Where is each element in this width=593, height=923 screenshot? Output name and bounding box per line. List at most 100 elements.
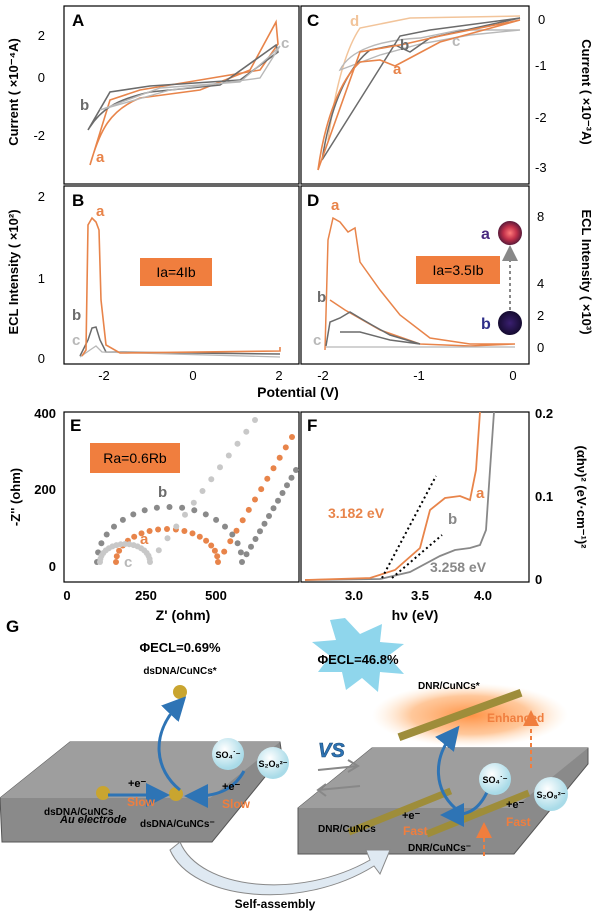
point-c — [122, 541, 128, 547]
point-b — [222, 523, 228, 530]
point-a — [252, 496, 258, 503]
badge-d — [416, 256, 500, 284]
point-a — [245, 506, 252, 513]
panel-a-letter: A — [72, 11, 84, 30]
ytick: 2 — [38, 28, 45, 43]
s2o8-left: S₂O₈²⁻ — [259, 759, 288, 769]
panel-b-xticks: -2 0 2 — [98, 368, 282, 383]
point-c — [190, 499, 197, 506]
panel-c-ylabel: Current ( ×10⁻³A) — [579, 39, 593, 144]
xtick: 0 — [63, 588, 70, 603]
xtick: 3.0 — [345, 588, 363, 603]
curve-b-cv — [321, 17, 521, 161]
point-b — [202, 511, 209, 518]
point-a — [282, 444, 289, 451]
self-assembly: Self-assembly — [235, 897, 316, 911]
phi-left: ΦECL=0.69% — [139, 640, 221, 655]
starburst — [312, 618, 404, 692]
panel-e-yticks: 400 200 0 — [34, 406, 56, 574]
xtick: -2 — [98, 368, 110, 383]
slow-2: Slow — [222, 797, 251, 811]
point-a — [239, 517, 246, 524]
point-a — [131, 533, 138, 540]
electrode-label: Au electrode — [59, 814, 127, 826]
point-c — [208, 476, 215, 483]
ytick: 0 — [538, 12, 545, 27]
xtick: 3.5 — [411, 588, 429, 603]
point-b — [179, 504, 186, 511]
label-c: c — [281, 35, 289, 52]
phi-right: ΦECL=46.8% — [317, 652, 399, 667]
ytick: 2 — [38, 189, 45, 204]
point-b — [141, 507, 148, 514]
curve-b-cv — [87, 43, 279, 131]
s2o8-bubble-right — [534, 777, 568, 811]
curve-a-cv — [89, 19, 279, 166]
ytick: 0.2 — [535, 406, 553, 421]
eg-a: 3.182 eV — [328, 505, 385, 521]
point-b — [284, 482, 290, 489]
xtick: 4.0 — [474, 588, 492, 603]
point-b — [111, 523, 117, 530]
panel-d: D 8 4 2 0 -2 -1 0 ECL Intensity ( ×10³) … — [300, 185, 593, 383]
panel-f-yticks: 0.2 0.1 0 — [535, 406, 553, 587]
ytick: -3 — [535, 160, 547, 175]
point-b — [213, 516, 220, 523]
panel-f-ylabel: (αhν)² (eV·cm⁻¹)² — [574, 446, 589, 550]
ytick: 0 — [38, 70, 45, 85]
ytick: -2 — [33, 128, 45, 143]
panel-e-letter: E — [70, 416, 81, 435]
point-a — [214, 553, 221, 560]
point-c — [147, 559, 153, 565]
point-b — [191, 507, 198, 514]
point-c — [252, 417, 258, 423]
ytick: 0 — [537, 340, 544, 355]
panel-g-scheme: G Au electrode DNR/CuNCs* dsDNA/CuNCs* d… — [0, 617, 589, 911]
panel-c-letter: C — [307, 11, 319, 30]
point-a — [146, 528, 153, 534]
point-a — [138, 530, 145, 537]
panel-b: B 0 1 2 -2 0 2 ECL Intensity ( ×10²) a b… — [6, 185, 300, 383]
curve-b-abs — [304, 411, 495, 581]
point-a — [208, 542, 215, 549]
ytick: 0 — [535, 572, 542, 587]
fast-1: Fast — [403, 824, 428, 838]
point-a — [227, 538, 234, 545]
point-a — [215, 559, 221, 565]
point-b — [103, 531, 110, 538]
ytick: 400 — [34, 406, 56, 421]
label-a: a — [393, 61, 402, 78]
label-b: b — [80, 97, 89, 114]
ytick: 200 — [34, 482, 56, 497]
point-b — [243, 551, 250, 558]
label-b: b — [448, 511, 457, 528]
point-c — [155, 547, 162, 554]
panel-a-ylabel: Current ( ×10⁻⁴A) — [6, 38, 21, 146]
xtick: 2 — [275, 368, 282, 383]
panel-d-ylabel: ECL Intensity ( ×10³) — [579, 209, 593, 334]
ytick: -2 — [535, 110, 547, 125]
point-b — [248, 543, 254, 550]
arrow-left-up — [157, 696, 187, 792]
so4-bubble-left — [212, 738, 244, 770]
s2o8-right: S₂O₈²⁻ — [537, 790, 566, 800]
s2o8-bubble-left — [257, 747, 289, 779]
point-a — [289, 434, 295, 440]
tangent-a — [381, 475, 437, 579]
point-b — [279, 490, 286, 496]
dsdna-star-label: dsDNA/CuNCs* — [143, 666, 216, 677]
panel-b-letter: B — [72, 191, 84, 210]
label-c: c — [452, 33, 460, 50]
xtick: -2 — [317, 368, 329, 383]
point-b — [275, 497, 281, 504]
panel-e-points — [94, 417, 299, 565]
dot-label-a: a — [481, 226, 490, 243]
point-c — [234, 440, 241, 447]
ytick: -1 — [535, 58, 547, 73]
point-b — [261, 520, 268, 527]
panel-a-yticks: -2 0 2 — [33, 28, 45, 143]
label-b: b — [158, 484, 167, 501]
point-a — [113, 559, 119, 565]
label-c: c — [124, 554, 132, 571]
